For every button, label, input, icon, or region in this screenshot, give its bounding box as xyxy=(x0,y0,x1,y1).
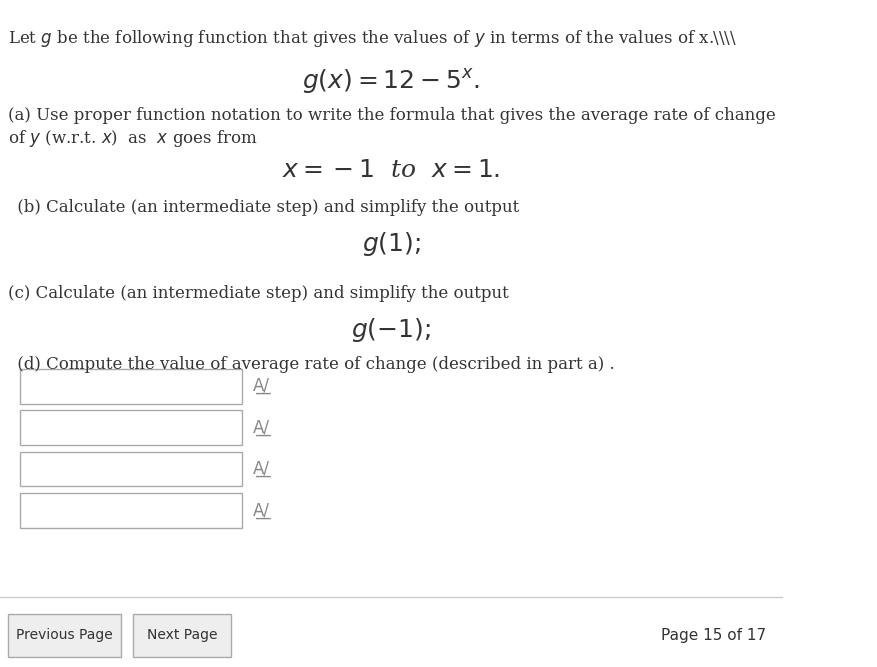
FancyBboxPatch shape xyxy=(133,614,231,657)
Text: $g(x) = 12 - 5^x.$: $g(x) = 12 - 5^x.$ xyxy=(303,67,480,95)
Text: (c) Calculate (an intermediate step) and simplify the output: (c) Calculate (an intermediate step) and… xyxy=(8,285,509,302)
Text: $x = -1$  to  $x = 1.$: $x = -1$ to $x = 1.$ xyxy=(282,159,500,181)
Text: $g(1);$: $g(1);$ xyxy=(361,230,420,258)
FancyBboxPatch shape xyxy=(19,452,242,486)
Text: A͟/: A͟/ xyxy=(253,419,269,436)
Text: (b) Calculate (an intermediate step) and simplify the output: (b) Calculate (an intermediate step) and… xyxy=(11,199,519,215)
Text: A͟/: A͟/ xyxy=(253,378,269,395)
Text: Previous Page: Previous Page xyxy=(16,628,113,642)
FancyBboxPatch shape xyxy=(19,493,242,528)
Text: (d) Compute the value of average rate of change (described in part a) .: (d) Compute the value of average rate of… xyxy=(11,356,615,373)
FancyBboxPatch shape xyxy=(19,369,242,404)
Text: (a) Use proper function notation to write the formula that gives the average rat: (a) Use proper function notation to writ… xyxy=(8,107,775,123)
Text: Let $g$ be the following function that gives the values of $y$ in terms of the v: Let $g$ be the following function that g… xyxy=(8,28,737,49)
Text: A͟/: A͟/ xyxy=(253,502,269,519)
Text: of $y$ (w.r.t. $x$)  as  $x$ goes from: of $y$ (w.r.t. $x$) as $x$ goes from xyxy=(8,128,258,149)
Text: Page 15 of 17: Page 15 of 17 xyxy=(661,628,766,643)
Text: A͟/: A͟/ xyxy=(253,460,269,478)
FancyBboxPatch shape xyxy=(8,614,121,657)
Text: $g(-1);$: $g(-1);$ xyxy=(351,316,431,344)
Text: Next Page: Next Page xyxy=(146,628,217,642)
FancyBboxPatch shape xyxy=(19,410,242,445)
